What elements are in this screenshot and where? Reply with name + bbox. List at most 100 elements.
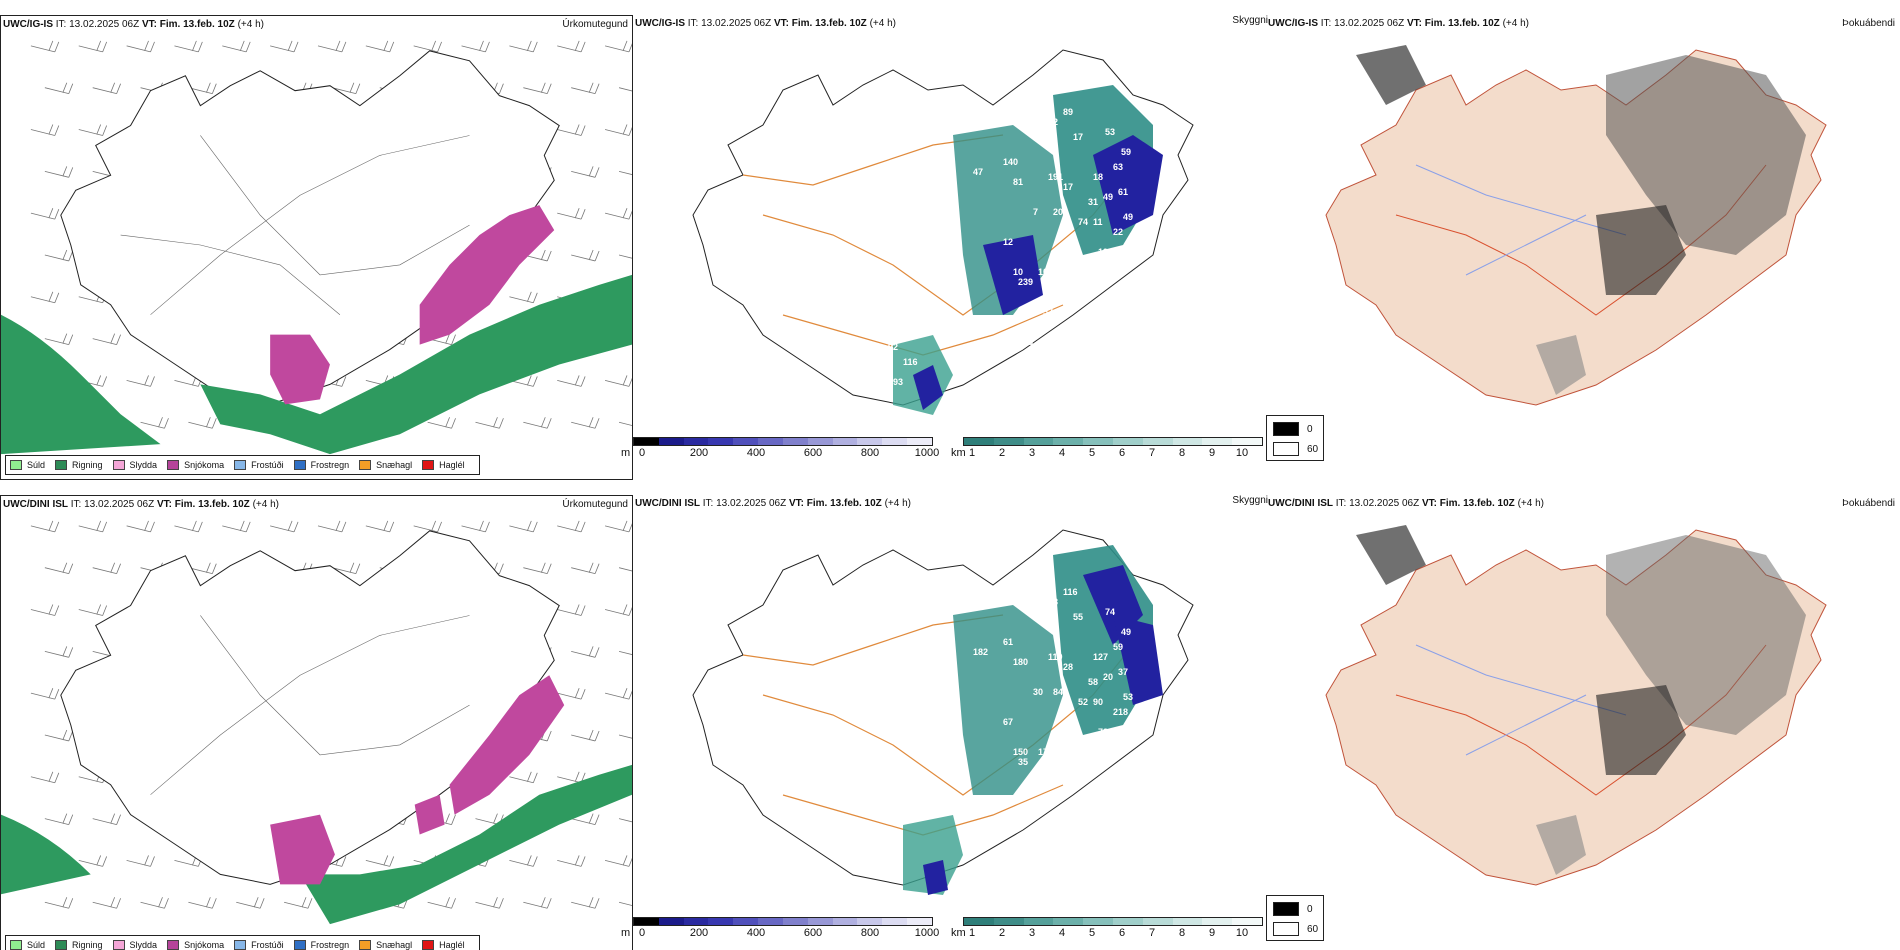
- wind-barb: [44, 729, 74, 742]
- wind-barb: [30, 208, 60, 220]
- colorbar-tick-label: 9: [1208, 927, 1216, 939]
- cloud-base-value: 73: [1098, 727, 1108, 737]
- fog-legend-label: 0: [1307, 423, 1313, 435]
- wind-barb: [571, 82, 600, 95]
- colorbar-cell: [857, 438, 883, 445]
- colorbar-tick-label: 400: [746, 927, 766, 939]
- wind-barb: [92, 562, 121, 575]
- wind-barb: [557, 40, 586, 53]
- cloud-base-value: 74: [1078, 217, 1088, 227]
- fog-header-top: UWC/IG-IS IT: 13.02.2025 06Z VT: Fim. 13…: [1268, 18, 1529, 29]
- cloud-base-value: 239: [1018, 277, 1033, 287]
- cloud-base-value: 67: [1003, 717, 1013, 727]
- cloud-base-value: 81: [1068, 247, 1078, 257]
- wind-barb: [78, 855, 108, 867]
- colorbar-cell: [733, 918, 759, 925]
- colorbar-cell: [857, 918, 883, 925]
- cloud-base-value: 159: [1113, 737, 1128, 747]
- precip-legend-item: Frostregn: [293, 460, 349, 470]
- colorbar-cell: [1023, 918, 1054, 925]
- wind-barb: [270, 40, 299, 53]
- wind-barb: [571, 729, 600, 742]
- fog-legend-item: 60: [1273, 442, 1318, 456]
- wind-barb: [174, 520, 203, 533]
- precip-legend-item: Frostúði: [234, 460, 284, 470]
- wind-barb: [78, 520, 108, 533]
- cloud-base-value: 22: [1113, 227, 1123, 237]
- colorbar-cell: [758, 918, 783, 925]
- wind-barb: [331, 562, 361, 575]
- visibility-title-top: Skyggni: [1232, 15, 1268, 26]
- fog-title-top: Þokuábendi: [1842, 18, 1895, 29]
- colorbar-cell: [758, 438, 783, 445]
- precip-panel-top: UWC/IG-IS IT: 13.02.2025 06Z VT: Fim. 13…: [0, 15, 633, 480]
- wind-barb: [78, 604, 108, 616]
- colorbar-tick-label: 1000: [914, 927, 940, 939]
- wind-barb: [236, 897, 265, 909]
- precip-panel-bottom: UWC/DINI ISL IT: 13.02.2025 06Z VT: Fim.…: [0, 495, 633, 950]
- cloud-base-value: 180: [1013, 657, 1028, 667]
- cloud-base-value: 31: [1088, 197, 1098, 207]
- precip-title-top: Úrkomutegund: [562, 19, 628, 30]
- precip-legend-item: Slydda: [112, 460, 157, 470]
- colorbar-cell: [882, 438, 908, 445]
- cloud-base-value: 18: [1093, 172, 1103, 182]
- wind-barb: [557, 124, 586, 136]
- colorbar-tick-label: 2: [998, 447, 1006, 459]
- wind-barb: [222, 520, 251, 533]
- colorbar-cell: [683, 918, 709, 925]
- colorbar-tick-label: 600: [803, 927, 823, 939]
- colorbar-cell: [807, 918, 833, 925]
- colorbar-cell: [658, 438, 684, 445]
- colorbar-tick-label: 3: [1028, 927, 1036, 939]
- precip-legend-label: Snjókoma: [184, 460, 225, 470]
- wind-barb: [604, 855, 632, 867]
- wind-barb: [222, 40, 251, 53]
- precip-legend-item: Rigning: [55, 940, 103, 950]
- wind-barb: [92, 333, 121, 345]
- fog-legend-item: 0: [1273, 902, 1313, 916]
- wind-barb: [509, 855, 538, 867]
- cloud-base-value: 182: [973, 647, 988, 657]
- fog-panel-bottom: UWC/DINI ISL IT: 13.02.2025 06Z VT: Fim.…: [1266, 495, 1899, 950]
- wind-barb: [188, 897, 217, 909]
- colorbar-cell: [1172, 918, 1203, 925]
- cloud-base-value: 54: [1038, 782, 1048, 792]
- cloud-base-value: 30: [1033, 687, 1043, 697]
- precip-legend-label: Rigning: [72, 940, 103, 950]
- colorbar-cell: [1142, 918, 1173, 925]
- colorbar-cell: [658, 918, 684, 925]
- cloud-base-value: 92: [1068, 727, 1078, 737]
- colorbar-tick-label: 5: [1088, 447, 1096, 459]
- wind-barb: [557, 688, 586, 700]
- wind-barb: [126, 40, 155, 53]
- cloud-base-value: 78: [1048, 597, 1058, 607]
- colorbar-tick-label: 200: [689, 927, 709, 939]
- fog-legend-swatch: [1273, 902, 1299, 916]
- wind-barb: [618, 650, 632, 655]
- cloud-base-value: 85: [1053, 282, 1063, 292]
- wind-barb: [44, 249, 74, 262]
- wind-barb: [30, 520, 60, 533]
- wind-barb: [604, 520, 632, 533]
- precip-legend-swatch: [422, 460, 435, 470]
- wind-barb: [509, 40, 538, 53]
- wind-barb: [44, 897, 74, 909]
- colorbar-cell: [907, 438, 932, 445]
- colorbar-cell: [807, 438, 833, 445]
- wind-barb: [509, 291, 538, 304]
- wind-barb: [44, 646, 74, 658]
- precip-legend-item: Snjókoma: [167, 940, 224, 950]
- cloud-base-value: 82: [1048, 117, 1058, 127]
- precip-legend-swatch: [167, 940, 180, 950]
- wind-barb: [44, 813, 74, 825]
- cloud-base-value: 191: [1048, 172, 1063, 182]
- wind-barb: [30, 124, 60, 136]
- precip-legend-item: Haglél: [422, 940, 465, 950]
- colorbar-cell: [1053, 438, 1084, 445]
- visibility-title-bottom: Skyggni: [1232, 495, 1268, 506]
- cloud-base-value: 127: [1093, 652, 1108, 662]
- wind-barb: [475, 417, 504, 429]
- cloud-base-value: 81: [1013, 177, 1023, 187]
